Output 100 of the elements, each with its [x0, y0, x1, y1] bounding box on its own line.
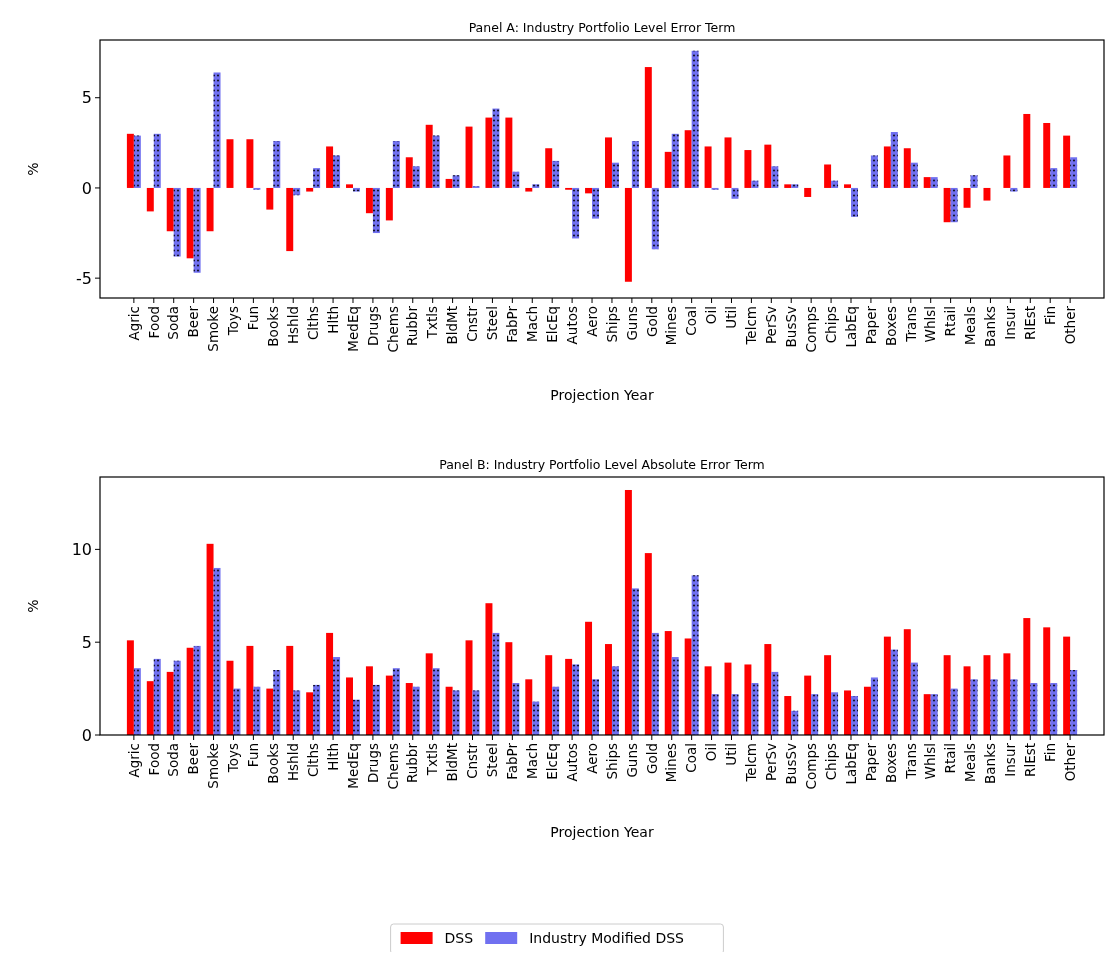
bar — [764, 644, 772, 735]
bar — [644, 553, 652, 735]
bar — [863, 686, 871, 735]
x-tick-label: Ships — [603, 306, 620, 343]
x-tick-label: Gold — [643, 306, 660, 338]
bar — [664, 631, 672, 735]
x-tick-label: Steel — [484, 743, 501, 778]
bar — [286, 187, 294, 252]
bar — [764, 144, 772, 188]
x-tick-label: Toys — [225, 306, 242, 337]
x-tick-label: Food — [145, 743, 162, 776]
x-tick-label: Other — [1061, 305, 1078, 345]
bar — [525, 679, 533, 735]
bar — [425, 124, 433, 188]
x-tick-label: PerSv — [763, 742, 780, 782]
bar — [744, 664, 752, 735]
x-tick-label: RlEst — [1022, 743, 1039, 777]
x-tick-label: Guns — [623, 306, 640, 341]
bar — [226, 139, 234, 188]
bar — [445, 178, 453, 188]
x-tick-label: Hshld — [284, 743, 301, 782]
bar — [664, 151, 672, 188]
bar — [505, 642, 513, 735]
bar — [425, 653, 433, 735]
x-tick-label: Books — [265, 306, 282, 347]
x-tick-label: Smoke — [205, 306, 222, 352]
x-tick-label: Telcm — [743, 306, 760, 346]
bar — [684, 130, 692, 188]
bar — [365, 666, 373, 735]
bar — [1043, 627, 1051, 735]
x-tick-label: Mines — [663, 306, 680, 346]
x-tick-label: Oil — [703, 306, 720, 325]
bar — [266, 187, 274, 210]
bar — [405, 683, 413, 735]
x-tick-label: Food — [145, 306, 162, 339]
x-tick-label: ElcEq — [543, 743, 560, 780]
x-tick-label: LabEq — [842, 306, 859, 348]
bar — [1003, 653, 1011, 735]
y-tick-label: 5 — [81, 88, 92, 108]
x-tick-label: BldMt — [444, 743, 461, 782]
x-tick-label: Rubbr — [404, 305, 421, 347]
x-tick-label: Mach — [524, 743, 540, 779]
x-tick-label: Meals — [962, 306, 979, 346]
bar — [505, 117, 513, 188]
legend-label: Industry Modified DSS — [529, 929, 685, 946]
x-tick-label: Agric — [125, 306, 142, 341]
bar — [485, 603, 493, 735]
x-tick-label: Insur — [1002, 742, 1019, 777]
x-tick-label: Util — [723, 743, 740, 766]
bar — [1003, 155, 1011, 188]
bar — [883, 636, 891, 735]
bar — [465, 640, 473, 735]
x-tick-label: FabPr — [504, 305, 521, 343]
bar — [565, 658, 573, 735]
bar — [704, 666, 712, 735]
x-tick-label: Gold — [643, 743, 660, 775]
x-tick-label: Hshld — [284, 306, 301, 345]
y-axis-title: % — [25, 599, 41, 613]
bar — [963, 187, 971, 208]
chart-title: Panel B: Industry Portfolio Level Absolute Error Term — [439, 457, 765, 472]
x-tick-label: PerSv — [763, 305, 780, 345]
bar — [146, 681, 154, 735]
bar — [306, 187, 314, 192]
bar — [286, 645, 294, 735]
bar — [166, 671, 174, 735]
x-tick-label: Insur — [1002, 305, 1019, 340]
x-tick-label: Clths — [304, 306, 321, 341]
bar — [804, 675, 812, 735]
x-tick-label: Rubbr — [404, 742, 421, 784]
bar — [1043, 122, 1051, 188]
y-tick-label: -5 — [76, 268, 92, 288]
bar — [604, 137, 612, 188]
bar — [206, 543, 214, 735]
x-tick-label: Mach — [524, 306, 540, 342]
x-tick-label: Coal — [683, 306, 700, 336]
y-tick-label: 0 — [81, 178, 92, 198]
x-tick-label: Aero — [583, 743, 600, 774]
bar — [246, 139, 254, 188]
x-tick-label: Drugs — [364, 743, 381, 784]
bar — [445, 686, 453, 735]
x-tick-label: Autos — [563, 743, 580, 782]
x-tick-label: Cnstr — [464, 742, 481, 779]
bar — [744, 150, 752, 188]
x-tick-label: Comps — [802, 743, 819, 790]
bar — [146, 187, 154, 212]
x-tick-label: Agric — [125, 743, 142, 778]
bar — [983, 187, 991, 201]
y-tick-label: 5 — [81, 632, 92, 652]
bar — [923, 177, 931, 188]
bar — [983, 655, 991, 735]
bar — [903, 629, 911, 735]
x-tick-label: Whlsl — [922, 743, 939, 780]
bar — [624, 187, 632, 282]
bar — [405, 157, 413, 188]
bar — [684, 638, 692, 735]
bar — [903, 148, 911, 188]
x-tick-label: Fun — [245, 306, 262, 331]
x-tick-label: Paper — [862, 742, 879, 782]
bar — [326, 632, 334, 735]
bar — [784, 184, 792, 188]
